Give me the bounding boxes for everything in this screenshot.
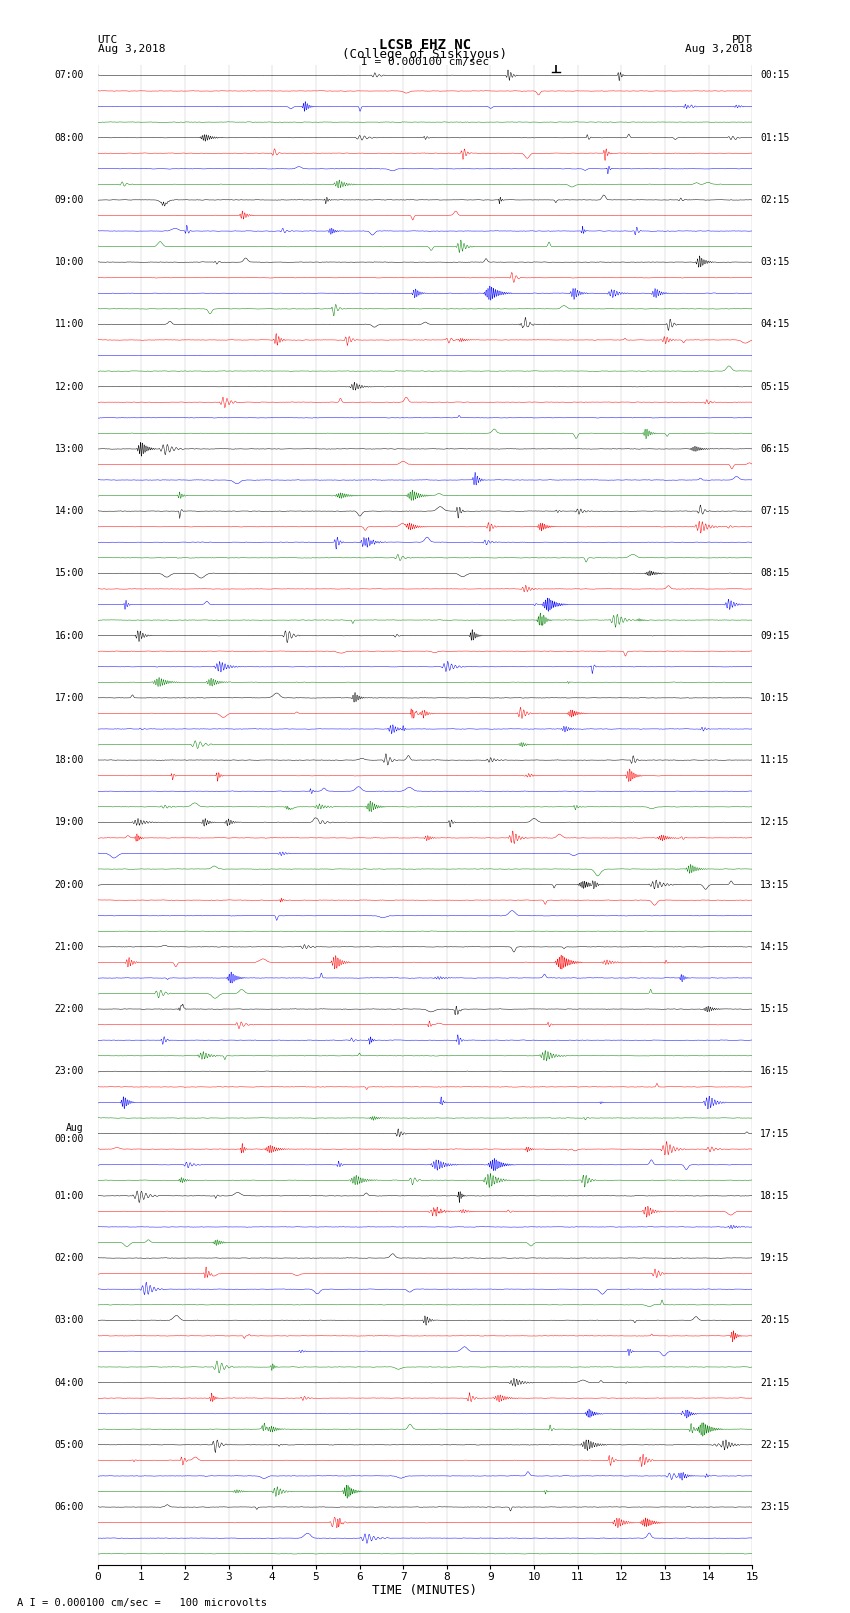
Text: 22:15: 22:15 <box>760 1440 790 1450</box>
Text: 13:00: 13:00 <box>54 444 84 453</box>
Text: 16:15: 16:15 <box>760 1066 790 1076</box>
Text: 16:00: 16:00 <box>54 631 84 640</box>
Text: 21:15: 21:15 <box>760 1378 790 1387</box>
Text: 13:15: 13:15 <box>760 879 790 890</box>
Text: 20:15: 20:15 <box>760 1315 790 1326</box>
Text: 09:00: 09:00 <box>54 195 84 205</box>
Text: A I = 0.000100 cm/sec =   100 microvolts: A I = 0.000100 cm/sec = 100 microvolts <box>17 1598 267 1608</box>
Text: 06:00: 06:00 <box>54 1502 84 1511</box>
Text: 14:00: 14:00 <box>54 506 84 516</box>
Text: 02:00: 02:00 <box>54 1253 84 1263</box>
Text: 18:15: 18:15 <box>760 1190 790 1200</box>
Text: 20:00: 20:00 <box>54 879 84 890</box>
Text: (College of Siskiyous): (College of Siskiyous) <box>343 47 507 61</box>
Text: 19:15: 19:15 <box>760 1253 790 1263</box>
Text: UTC: UTC <box>98 35 118 45</box>
Text: 15:00: 15:00 <box>54 568 84 579</box>
Text: 23:15: 23:15 <box>760 1502 790 1511</box>
Text: PDT: PDT <box>732 35 752 45</box>
Text: 08:00: 08:00 <box>54 132 84 142</box>
Text: 05:15: 05:15 <box>760 382 790 392</box>
Text: 22:00: 22:00 <box>54 1003 84 1015</box>
Text: Aug
00:00: Aug 00:00 <box>54 1123 84 1144</box>
Text: 05:00: 05:00 <box>54 1440 84 1450</box>
Text: 03:00: 03:00 <box>54 1315 84 1326</box>
Text: 15:15: 15:15 <box>760 1003 790 1015</box>
Text: 06:15: 06:15 <box>760 444 790 453</box>
Text: 21:00: 21:00 <box>54 942 84 952</box>
Text: 01:15: 01:15 <box>760 132 790 142</box>
Text: 07:00: 07:00 <box>54 71 84 81</box>
Text: 03:15: 03:15 <box>760 256 790 268</box>
Text: 10:00: 10:00 <box>54 256 84 268</box>
Text: 17:00: 17:00 <box>54 694 84 703</box>
Text: 12:00: 12:00 <box>54 382 84 392</box>
X-axis label: TIME (MINUTES): TIME (MINUTES) <box>372 1584 478 1597</box>
Text: 10:15: 10:15 <box>760 694 790 703</box>
Text: 09:15: 09:15 <box>760 631 790 640</box>
Text: 12:15: 12:15 <box>760 818 790 827</box>
Text: 04:15: 04:15 <box>760 319 790 329</box>
Text: 00:15: 00:15 <box>760 71 790 81</box>
Text: 07:15: 07:15 <box>760 506 790 516</box>
Text: 11:00: 11:00 <box>54 319 84 329</box>
Text: 08:15: 08:15 <box>760 568 790 579</box>
Text: 17:15: 17:15 <box>760 1129 790 1139</box>
Text: 01:00: 01:00 <box>54 1190 84 1200</box>
Text: Aug 3,2018: Aug 3,2018 <box>98 44 165 55</box>
Text: 11:15: 11:15 <box>760 755 790 765</box>
Text: 19:00: 19:00 <box>54 818 84 827</box>
Text: 04:00: 04:00 <box>54 1378 84 1387</box>
Text: 18:00: 18:00 <box>54 755 84 765</box>
Text: I = 0.000100 cm/sec: I = 0.000100 cm/sec <box>361 56 489 66</box>
Text: 23:00: 23:00 <box>54 1066 84 1076</box>
Text: Aug 3,2018: Aug 3,2018 <box>685 44 752 55</box>
Text: 14:15: 14:15 <box>760 942 790 952</box>
Text: 02:15: 02:15 <box>760 195 790 205</box>
Text: LCSB EHZ NC: LCSB EHZ NC <box>379 37 471 52</box>
